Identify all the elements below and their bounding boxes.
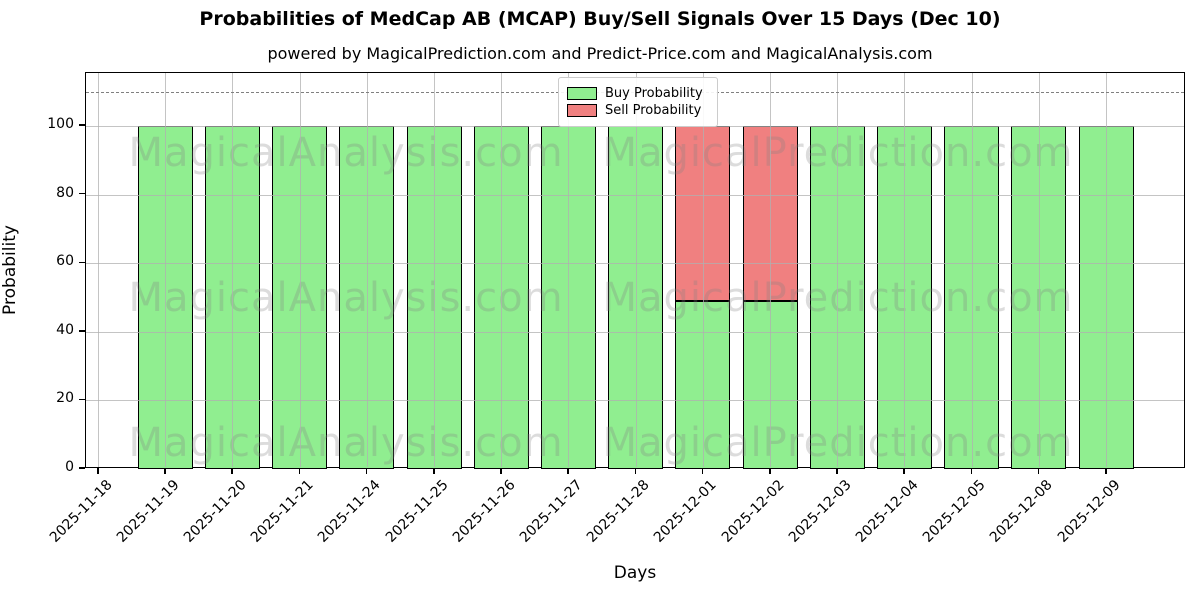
x-tick-label: 2025-12-02: [718, 477, 788, 546]
chart-subtitle: powered by MagicalPrediction.com and Pre…: [267, 44, 933, 63]
legend: Buy Probability Sell Probability: [558, 77, 718, 127]
vertical-gridline: [1106, 73, 1107, 467]
watermark-text: MagicalAnalysis.com: [128, 420, 564, 466]
horizontal-gridline: [86, 194, 1184, 196]
y-tick-label: 40: [56, 321, 74, 338]
x-tick-label: 2025-12-04: [852, 477, 922, 546]
horizontal-gridline: [86, 263, 1184, 265]
y-tick-label: 60: [56, 253, 74, 270]
y-tick-label: 80: [56, 184, 74, 201]
legend-item: Sell Probability: [567, 103, 707, 118]
vertical-gridline: [770, 73, 771, 467]
vertical-gridline: [98, 73, 99, 467]
y-tick-label: 100: [47, 116, 74, 133]
legend-swatch: [567, 104, 597, 117]
x-tick-label: 2025-11-24: [315, 477, 385, 546]
x-tick-label: 2025-12-09: [1054, 477, 1124, 546]
x-axis-label: Days: [613, 563, 657, 583]
x-tick-label: 2025-11-26: [449, 477, 519, 546]
vertical-gridline: [635, 73, 637, 467]
x-tick-label: 2025-11-20: [180, 477, 250, 546]
vertical-gridline: [299, 73, 301, 467]
y-tick-label: 20: [56, 390, 74, 407]
horizontal-gridline: [86, 400, 1184, 402]
x-tick-label: 2025-11-27: [516, 477, 586, 546]
x-tick-label: 2025-11-25: [382, 477, 452, 546]
legend-label: Sell Probability: [605, 103, 702, 118]
x-tick-label: 2025-12-05: [920, 477, 989, 546]
x-tick-label: 2025-11-28: [584, 477, 653, 546]
vertical-gridline: [568, 73, 570, 467]
x-tick-label: 2025-12-03: [785, 477, 855, 546]
vertical-gridline: [904, 73, 906, 467]
x-tick-label: 2025-11-18: [46, 477, 116, 546]
x-tick-label: 2025-12-08: [987, 477, 1057, 546]
x-tick-label: 2025-11-21: [248, 477, 317, 546]
x-tick-label: 2025-11-19: [113, 477, 183, 546]
chart-title: Probabilities of MedCap AB (MCAP) Buy/Se…: [199, 8, 1001, 30]
vertical-gridline: [434, 73, 435, 467]
horizontal-gridline: [86, 331, 1184, 333]
vertical-gridline: [837, 73, 839, 467]
x-tick-mark: [97, 468, 99, 474]
vertical-gridline: [702, 73, 704, 467]
watermark-text: MagicalAnalysis.com: [128, 275, 564, 321]
vertical-gridline: [232, 73, 234, 467]
y-axis-label: Probability: [0, 225, 20, 315]
y-tick-label: 0: [65, 459, 74, 475]
vertical-gridline: [1038, 73, 1040, 467]
legend-swatch: [567, 87, 597, 100]
vertical-gridline: [165, 73, 167, 467]
vertical-gridline: [971, 73, 973, 467]
vertical-gridline: [366, 73, 368, 467]
legend-item: Buy Probability: [567, 86, 707, 101]
vertical-gridline: [501, 73, 503, 467]
x-tick-label: 2025-12-01: [651, 477, 721, 546]
watermark-text: MagicalAnalysis.com: [128, 130, 564, 176]
legend-label: Buy Probability: [605, 86, 703, 101]
plot-area: MagicalAnalysis.com MagicalPrediction.com…: [85, 72, 1185, 469]
